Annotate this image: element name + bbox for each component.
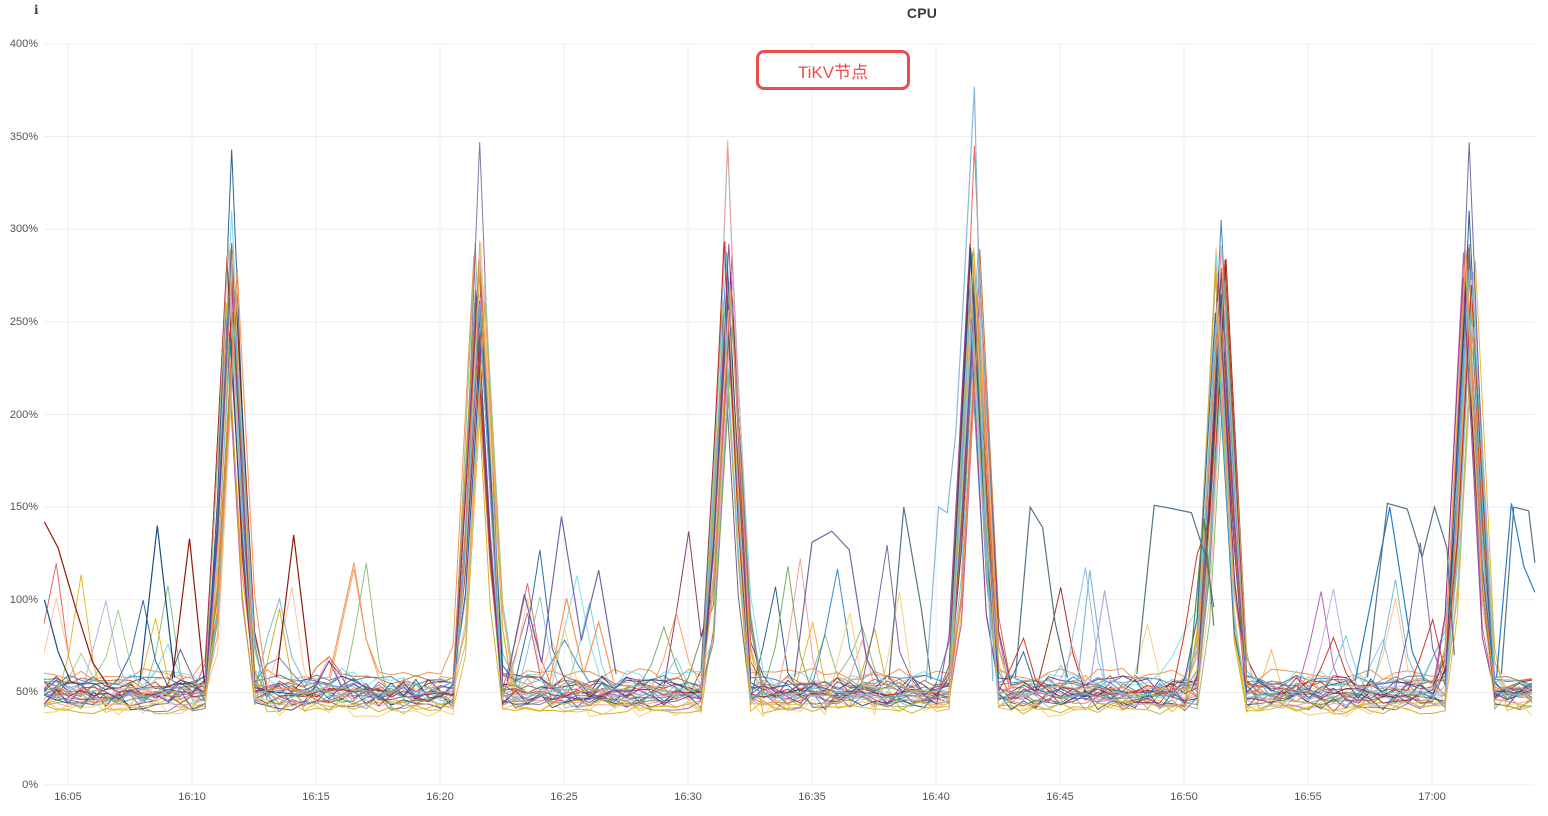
x-axis-label: 16:25 <box>550 791 578 803</box>
series-line <box>44 248 1533 700</box>
y-axis-label: 200% <box>9 408 38 421</box>
x-axis-label: 16:35 <box>798 791 826 803</box>
series-line <box>44 245 1533 694</box>
y-axis-label: 0% <box>22 779 38 791</box>
feature-line <box>548 597 615 686</box>
x-axis-label: 16:15 <box>302 791 330 803</box>
y-axis-label: 50% <box>15 686 38 699</box>
y-axis-label: 250% <box>9 315 38 328</box>
feature-line <box>171 538 205 684</box>
series-line <box>44 288 1532 699</box>
feature-line <box>794 530 880 682</box>
y-axis-label: 400% <box>9 38 38 50</box>
feature-line <box>1136 504 1215 674</box>
series-line <box>44 142 1533 713</box>
series-line <box>44 247 1532 690</box>
tikv-annotation-box: TiKV节点 <box>756 50 910 90</box>
tikv-annotation-label: TiKV节点 <box>797 62 869 82</box>
series-line <box>44 147 1533 706</box>
series-line <box>44 142 1533 701</box>
x-axis-label: 16:55 <box>1294 791 1322 803</box>
x-axis-label: 16:20 <box>426 791 454 803</box>
y-axis-label: 350% <box>9 130 38 143</box>
series-line <box>44 259 1533 706</box>
y-axis-label: 300% <box>9 223 38 236</box>
series-line <box>44 241 1532 697</box>
series-line <box>44 145 1533 698</box>
feature-line <box>1500 506 1536 674</box>
x-axis-label: 16:50 <box>1170 791 1198 803</box>
series-line <box>44 252 1532 703</box>
feature-line <box>1188 518 1215 678</box>
series-line <box>44 252 1532 702</box>
series-lines <box>44 86 1536 718</box>
series-line <box>44 255 1532 683</box>
series-line <box>44 241 1533 698</box>
y-axis-label: 150% <box>9 501 38 514</box>
feature-line <box>506 516 617 682</box>
feature-line <box>275 534 312 680</box>
feature-line <box>1366 502 1455 678</box>
x-axis-label: 16:45 <box>1046 791 1074 803</box>
series-line <box>44 253 1533 690</box>
grid-lines <box>44 43 1535 786</box>
series-line <box>44 240 1532 709</box>
x-axis-label: 17:00 <box>1418 791 1446 803</box>
y-axis-label: 100% <box>9 593 38 606</box>
feature-line <box>1089 590 1121 686</box>
series-line <box>44 258 1532 698</box>
series-line <box>44 149 1532 711</box>
series-line <box>44 243 1532 707</box>
x-axis-label: 16:10 <box>178 791 206 803</box>
feature-line <box>44 521 109 686</box>
series-line <box>44 249 1533 697</box>
panel-info-icon[interactable]: i <box>34 3 39 17</box>
feature-line <box>1014 505 1068 678</box>
panel-title[interactable]: CPU <box>906 5 938 21</box>
series-line <box>44 250 1533 697</box>
feature-line <box>1354 506 1426 682</box>
feature-line <box>925 86 994 682</box>
feature-line <box>888 506 932 680</box>
series-line <box>44 268 1533 703</box>
series-line <box>44 261 1533 695</box>
x-axis-label: 16:05 <box>54 791 82 803</box>
feature-line <box>1076 570 1106 686</box>
feature-line <box>44 599 72 682</box>
series-line <box>44 248 1533 702</box>
feature-line <box>1495 503 1536 678</box>
x-axis-label: 16:40 <box>922 791 950 803</box>
feature-line <box>139 525 176 682</box>
x-axis-label: 16:30 <box>674 791 702 803</box>
series-line <box>44 140 1533 708</box>
series-line <box>44 242 1533 718</box>
series-line <box>44 219 1533 687</box>
